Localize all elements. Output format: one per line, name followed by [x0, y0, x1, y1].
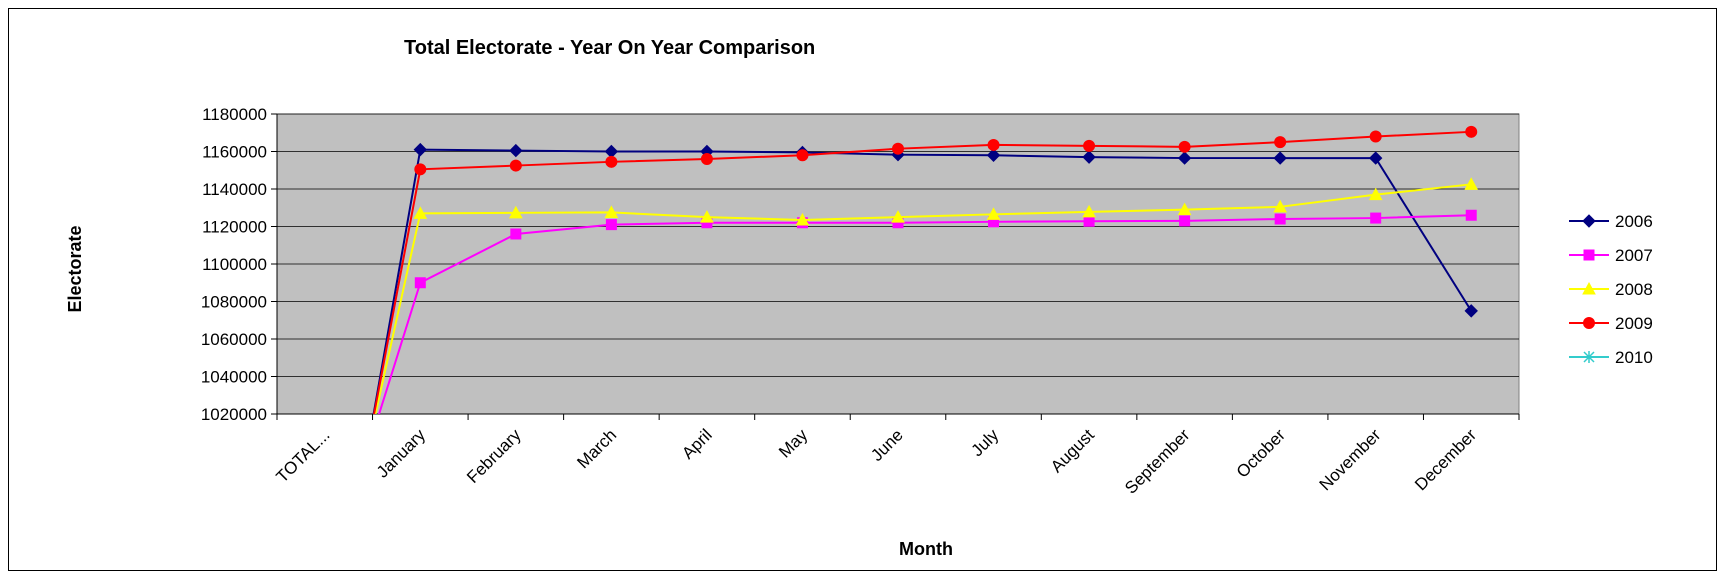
data-point-2009: [414, 163, 427, 176]
data-point-2007: [1465, 209, 1477, 221]
data-point-2006: [1082, 150, 1096, 164]
data-point-2006: [509, 143, 523, 158]
data-point-2008: [891, 210, 905, 223]
data-point-2008: [1177, 202, 1192, 216]
data-point-2009: [1083, 139, 1096, 152]
legend-label-2008: 2008: [1615, 280, 1653, 299]
series-2009: [373, 125, 1478, 414]
chart-frame: Total Electorate - Year On Year Comparis…: [8, 8, 1717, 571]
legend-marker-2008: [1582, 281, 1596, 295]
data-point-2008: [700, 210, 714, 223]
x-tick-label: May: [775, 425, 811, 461]
data-point-2007: [1179, 215, 1191, 227]
legend-marker-2007: [1583, 249, 1595, 261]
x-tick-label: March: [573, 425, 620, 472]
data-point-2008: [413, 206, 428, 219]
y-axis-title: Electorate: [65, 225, 85, 312]
x-tick-label: December: [1411, 425, 1480, 494]
y-tick-label: 1180000: [202, 105, 267, 124]
data-point-2009: [1274, 136, 1287, 149]
x-tick-label: August: [1047, 425, 1098, 476]
data-point-2008: [1082, 204, 1096, 218]
data-point-2008: [1464, 177, 1479, 190]
data-point-2006: [1273, 151, 1287, 165]
data-point-2009: [1369, 130, 1382, 143]
y-tick-label: 1160000: [202, 143, 267, 162]
data-point-2006: [1177, 151, 1192, 165]
data-point-2009: [509, 159, 522, 172]
series-2008: [374, 177, 1479, 414]
y-tick-label: 1020000: [201, 405, 267, 424]
data-point-2009: [700, 153, 713, 165]
data-point-2008: [1368, 187, 1383, 201]
x-tick-label: September: [1121, 425, 1193, 497]
x-axis-title: Month: [899, 539, 953, 559]
legend-label-2009: 2009: [1615, 314, 1653, 333]
y-tick-label: 1040000: [201, 368, 267, 387]
data-point-2007: [1083, 215, 1095, 227]
data-point-2006: [1464, 304, 1478, 318]
x-tick-label: April: [678, 425, 715, 462]
data-point-2007: [605, 219, 617, 231]
data-point-2009: [605, 155, 618, 168]
x-tick-label: January: [373, 425, 430, 482]
data-point-2009: [1178, 140, 1191, 153]
data-point-2008: [604, 205, 619, 218]
data-point-2009: [1465, 125, 1478, 138]
data-point-2008: [509, 205, 523, 219]
x-tick-label: October: [1233, 425, 1289, 481]
data-point-2007: [510, 228, 522, 240]
data-point-2009: [892, 142, 904, 155]
data-point-2007: [1274, 213, 1286, 225]
legend-label-2006: 2006: [1615, 212, 1653, 231]
line-chart: Total Electorate - Year On Year Comparis…: [65, 37, 1653, 559]
legend-label-2010: 2010: [1615, 348, 1653, 367]
data-point-2008: [1273, 199, 1287, 213]
legend: 2006 2007 2008 2009 2010: [1569, 212, 1653, 367]
data-point-2007: [1370, 212, 1382, 224]
chart-title: Total Electorate - Year On Year Comparis…: [404, 37, 815, 59]
legend-marker-2010: [1583, 351, 1595, 363]
data-point-2009: [796, 149, 809, 162]
data-point-2009: [987, 138, 1000, 151]
y-tick-label: 1120000: [202, 218, 267, 237]
plot-area: 1020000 1040000 1060000 1080000 1100000 11200…: [201, 105, 1520, 498]
y-tick-label: 1140000: [202, 180, 267, 199]
legend-marker-2006: [1582, 214, 1596, 228]
y-tick-label: 1060000: [201, 330, 267, 349]
x-tick-label: TOTAL...: [273, 425, 334, 486]
x-tick-label: July: [968, 425, 1003, 460]
data-point-2007: [414, 277, 426, 289]
legend-marker-2009: [1583, 317, 1595, 329]
data-point-2006: [413, 142, 428, 157]
legend-label-2007: 2007: [1615, 246, 1653, 265]
x-tick-label: February: [463, 425, 525, 487]
y-tick-label: 1080000: [201, 293, 267, 312]
data-point-2006: [986, 148, 1001, 162]
x-tick-label: November: [1316, 425, 1385, 494]
x-tick-label: June: [867, 425, 907, 465]
y-tick-label: 1100000: [202, 255, 267, 274]
data-point-2008: [795, 212, 810, 226]
data-point-2008: [986, 207, 1001, 220]
data-point-2006: [1368, 151, 1383, 165]
